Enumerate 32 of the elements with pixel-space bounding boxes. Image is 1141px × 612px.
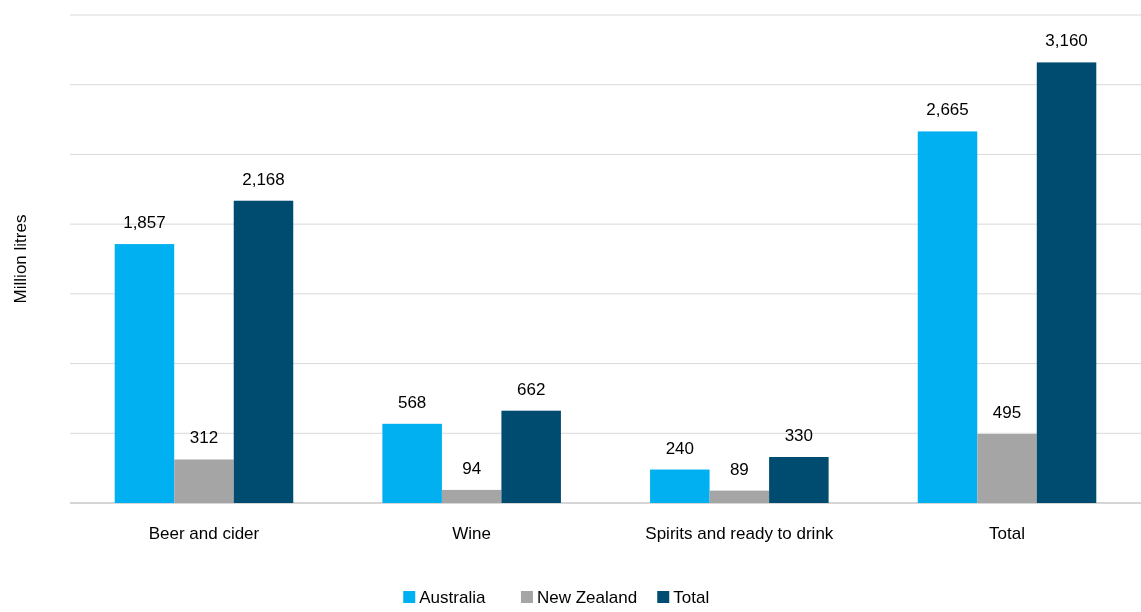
- x-tick-label: Total: [989, 524, 1025, 543]
- bar: [1036, 62, 1097, 503]
- bar: [382, 423, 442, 503]
- x-tick-label: Spirits and ready to drink: [645, 524, 834, 543]
- legend-label: New Zealand: [536, 588, 638, 607]
- legend-label: Total: [673, 588, 710, 607]
- data-label: 89: [729, 459, 749, 479]
- data-label: 312: [189, 428, 219, 448]
- data-label: 94: [462, 458, 482, 478]
- data-label: 240: [665, 438, 695, 458]
- bar: [917, 131, 978, 503]
- bar: [977, 433, 1037, 503]
- bar: [233, 200, 294, 503]
- x-tick-label: Beer and cider: [148, 524, 260, 543]
- bar: [114, 244, 175, 503]
- bar: [501, 410, 561, 503]
- data-label: 2,168: [242, 169, 285, 189]
- data-label: 495: [992, 402, 1022, 422]
- data-label: 2,665: [926, 100, 969, 120]
- bar: [769, 456, 829, 503]
- data-label: 1,857: [123, 213, 166, 233]
- legend-label: Australia: [419, 588, 486, 607]
- x-tick-label: Wine: [452, 524, 492, 543]
- data-label: 662: [516, 379, 546, 399]
- bar: [174, 459, 234, 503]
- bar: [709, 490, 770, 503]
- y-axis-title: Million litres: [11, 214, 30, 304]
- bar: [650, 469, 710, 503]
- bar: [441, 489, 502, 503]
- data-label: 330: [784, 425, 814, 445]
- data-label: 3,160: [1045, 31, 1088, 51]
- data-label: 568: [397, 392, 427, 412]
